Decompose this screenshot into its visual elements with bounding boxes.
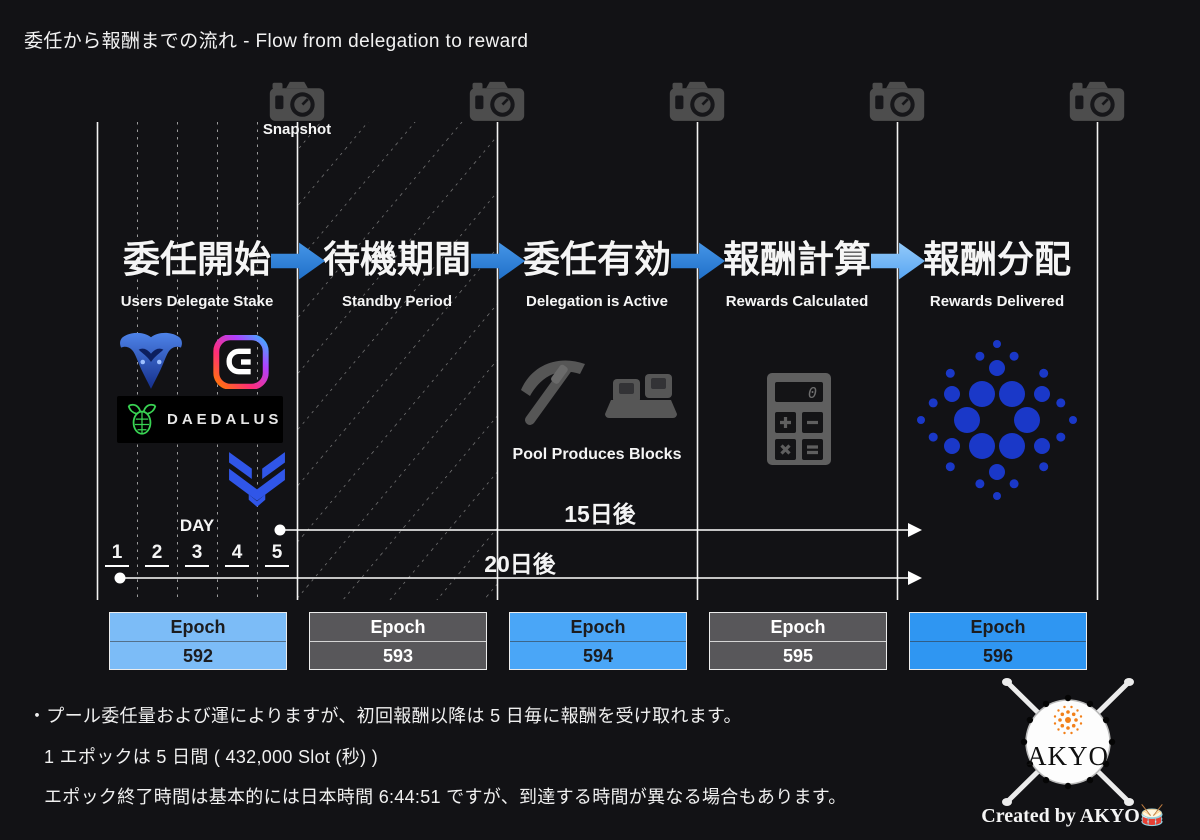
epoch-label: Epoch bbox=[710, 613, 886, 642]
snapshot-camera-icon bbox=[869, 81, 925, 121]
day-number: 2 bbox=[145, 542, 169, 567]
stage-title-delivered: 報酬分配 bbox=[923, 239, 1071, 280]
akyo-drum-logo: AKYO bbox=[1002, 678, 1134, 806]
stage-title-active: 委任有効 bbox=[523, 239, 671, 280]
epoch-number: 594 bbox=[582, 646, 614, 666]
akyo-logo-text: AKYO bbox=[1027, 741, 1109, 771]
epoch-box-593: Epoch 593 bbox=[309, 612, 487, 670]
duration-20days-label: 20日後 bbox=[484, 551, 556, 577]
calculator-icon: 0 bbox=[767, 373, 831, 465]
epoch-label: Epoch bbox=[910, 613, 1086, 642]
duration-arrow-lines bbox=[114, 523, 922, 585]
epoch-box-595: Epoch 595 bbox=[709, 612, 887, 670]
stage-subtitle: Users Delegate Stake bbox=[120, 293, 274, 310]
epoch-box-592: Epoch 592 bbox=[109, 612, 287, 670]
epoch-number: 596 bbox=[982, 646, 1014, 666]
snapshot-camera-icon bbox=[1069, 81, 1125, 121]
stage-title-standby: 待機期間 bbox=[323, 239, 471, 280]
epoch-box-596: Epoch 596 bbox=[909, 612, 1087, 670]
cardano-logo-icon bbox=[917, 340, 1077, 500]
epoch-label: Epoch bbox=[110, 613, 286, 642]
vespr-wallet-icon bbox=[229, 452, 285, 507]
day-number: 1 bbox=[105, 542, 129, 567]
stage-title-delegation-start: 委任開始 bbox=[123, 239, 271, 280]
daedalus-label: DAEDALUS bbox=[167, 411, 283, 428]
snapshot-camera-icon bbox=[669, 81, 725, 121]
page-title: 委任から報酬までの流れ - Flow from delegation to re… bbox=[24, 31, 529, 52]
akyo-cardano-burst-icon bbox=[1053, 705, 1083, 735]
stage-title-calculated: 報酬計算 bbox=[723, 239, 871, 280]
footnote-epoch-length: 1 エポックは 5 日間 ( 432,000 Slot (秒) ) bbox=[44, 747, 378, 767]
stage-subtitle: Rewards Calculated bbox=[725, 293, 869, 310]
snapshot-camera-icon bbox=[269, 81, 325, 121]
day-number: 3 bbox=[185, 542, 209, 567]
day-divider-lines bbox=[137, 122, 258, 600]
epoch-label: Epoch bbox=[310, 613, 486, 642]
epoch-number: 593 bbox=[382, 646, 414, 666]
stage-subtitle: Standby Period bbox=[341, 293, 453, 310]
day-number: 5 bbox=[265, 542, 289, 567]
stage-subtitle: Delegation is Active bbox=[526, 293, 668, 310]
snapshot-label: Snapshot bbox=[262, 121, 332, 138]
epoch-box-594: Epoch 594 bbox=[509, 612, 687, 670]
keyboard-keys-icon bbox=[605, 374, 677, 418]
standby-hatch-region bbox=[297, 122, 497, 600]
eternl-wallet-icon bbox=[213, 335, 269, 389]
epoch-number: 595 bbox=[782, 646, 814, 666]
credit-text: Created by AKYO🥁 bbox=[981, 805, 1165, 827]
daedalus-wallet-logo: DAEDALUS bbox=[117, 396, 283, 443]
epoch-number: 592 bbox=[182, 646, 214, 666]
pickaxe-icon bbox=[521, 360, 585, 425]
daedalus-skull-icon bbox=[127, 403, 157, 435]
footnote-epoch-end-time: エポック終了時間は基本的には日本時間 6:44:51 ですが、到達する時間が異な… bbox=[44, 787, 847, 807]
footnote-rewards-frequency: ・プール委任量および運によりますが、初回報酬以降は 5 日毎に報酬を受け取れます… bbox=[28, 706, 742, 726]
duration-15days-label: 15日後 bbox=[564, 501, 636, 527]
day-label: DAY bbox=[179, 516, 215, 535]
epoch-label: Epoch bbox=[510, 613, 686, 642]
day-number: 4 bbox=[225, 542, 249, 567]
epoch-boundary-lines bbox=[96, 122, 1099, 600]
pool-produces-blocks-caption: Pool Produces Blocks bbox=[512, 446, 682, 463]
snapshot-camera-icon bbox=[469, 81, 525, 121]
calculator-display: 0 bbox=[808, 384, 817, 402]
stage-subtitle: Rewards Delivered bbox=[929, 293, 1065, 310]
typhon-wallet-icon bbox=[120, 332, 182, 389]
day-number-row: 1 2 3 4 5 bbox=[97, 542, 297, 567]
